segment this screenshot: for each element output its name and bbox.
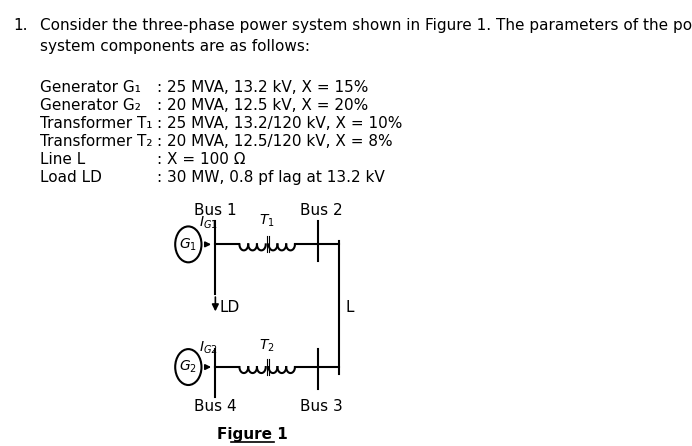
Text: Bus 2: Bus 2 [300,203,343,219]
Text: : 20 MVA, 12.5/120 kV, X = 8%: : 20 MVA, 12.5/120 kV, X = 8% [157,134,392,149]
Text: : X = 100 Ω: : X = 100 Ω [157,152,246,167]
Text: Line L: Line L [40,152,85,167]
Text: Bus 1: Bus 1 [194,203,237,219]
Text: Transformer T₂: Transformer T₂ [40,134,153,149]
Text: $I_{G2}$: $I_{G2}$ [199,339,217,355]
Text: $T_1$: $T_1$ [260,212,275,229]
Text: : 25 MVA, 13.2/120 kV, X = 10%: : 25 MVA, 13.2/120 kV, X = 10% [157,116,402,131]
Text: 1.: 1. [13,18,28,33]
Text: Figure 1: Figure 1 [217,427,288,442]
Text: : 25 MVA, 13.2 kV, X = 15%: : 25 MVA, 13.2 kV, X = 15% [157,80,368,95]
Text: Transformer T₁: Transformer T₁ [40,116,153,131]
Text: $G_1$: $G_1$ [179,236,197,252]
Text: Generator G₁: Generator G₁ [40,80,141,95]
Text: $T_2$: $T_2$ [260,337,275,354]
Text: LD: LD [219,300,239,315]
Text: : 20 MVA, 12.5 kV, X = 20%: : 20 MVA, 12.5 kV, X = 20% [157,98,368,113]
Text: Generator G₂: Generator G₂ [40,98,141,113]
Text: Consider the three-phase power system shown in Figure 1. The parameters of the p: Consider the three-phase power system sh… [40,18,692,54]
Text: Bus 4: Bus 4 [194,399,237,414]
Text: $I_{G1}$: $I_{G1}$ [199,215,217,231]
Text: L: L [345,300,354,315]
Text: Load LD: Load LD [40,169,102,185]
Text: Bus 3: Bus 3 [300,399,343,414]
Text: : 30 MW, 0.8 pf lag at 13.2 kV: : 30 MW, 0.8 pf lag at 13.2 kV [157,169,385,185]
Text: $G_2$: $G_2$ [179,359,197,375]
